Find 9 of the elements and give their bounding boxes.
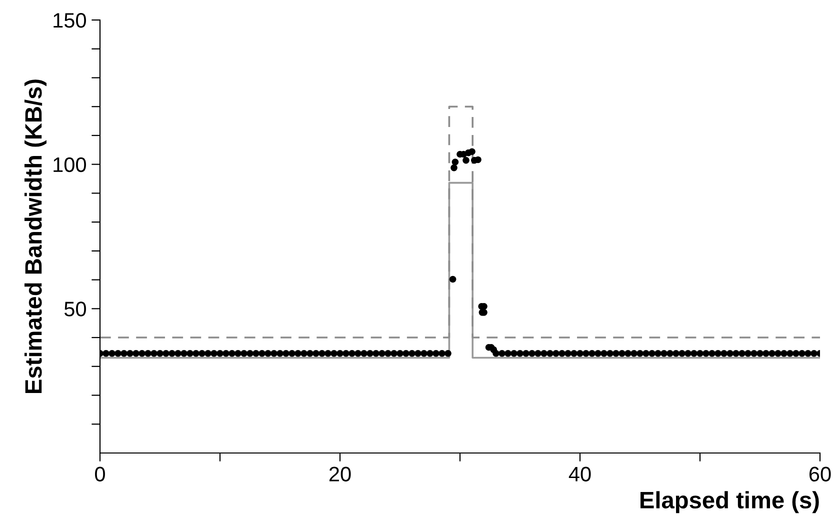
x-tick-label: 40 xyxy=(568,466,591,482)
y-axis-title: Estimated Bandwidth (KB/s) xyxy=(24,80,46,393)
y-tick-label: 100 xyxy=(54,157,86,172)
y-tick-label: 150 xyxy=(54,13,86,28)
x-tick-label: 20 xyxy=(329,466,351,482)
y-tick-label: 50 xyxy=(64,302,86,316)
x-tick-label: 60 xyxy=(809,466,831,482)
x-axis-title: Elapsed time (s) xyxy=(640,491,819,514)
x-tick-label: 0 xyxy=(95,466,105,482)
